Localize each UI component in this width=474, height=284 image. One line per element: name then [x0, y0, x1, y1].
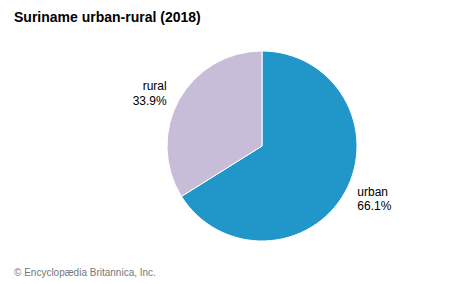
chart-title: Suriname urban-rural (2018) — [14, 9, 201, 25]
slice-label-category: rural — [143, 79, 167, 93]
slice-label-value: 33.9% — [133, 94, 167, 108]
chart-svg: Suriname urban-rural (2018) © Encyclopædi… — [0, 0, 474, 284]
slice-labels: urban66.1% rural33.9% — [133, 79, 392, 213]
pie — [167, 51, 357, 241]
pie-slice — [167, 51, 262, 196]
slice-label-category: urban — [357, 185, 388, 199]
slice-label: rural33.9% — [133, 79, 167, 107]
annotation: © Encyclopædia Britannica, Inc. — [14, 267, 156, 278]
slice-label: urban66.1% — [357, 185, 391, 213]
chart-container: Suriname urban-rural (2018) © Encyclopædi… — [0, 0, 474, 284]
slice-label-value: 66.1% — [357, 199, 391, 213]
